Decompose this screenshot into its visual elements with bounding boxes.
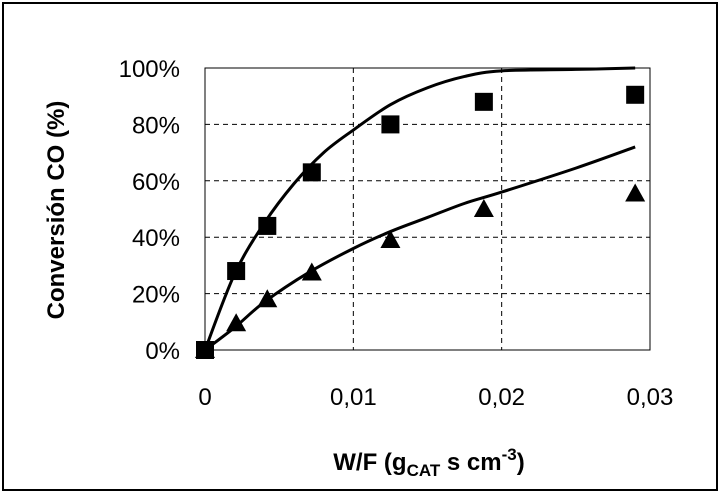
square-marker: [227, 262, 246, 281]
data-markers: [195, 85, 646, 359]
square-marker: [626, 85, 645, 104]
x-tick-label: 0,01: [330, 384, 377, 411]
y-tick-labels: 0% 20% 40% 60% 80% 100%: [119, 56, 180, 365]
square-marker: [302, 163, 321, 182]
triangle-marker: [195, 340, 215, 358]
square-marker: [474, 92, 493, 111]
plot-area: [204, 67, 651, 351]
triangle-marker: [301, 262, 322, 281]
triangle-marker: [226, 313, 247, 332]
x-tick-labels: 0 0,01 0,02 0,03: [198, 384, 673, 411]
fit-curve-1: [203, 66, 636, 351]
y-tick-label: 60%: [132, 169, 180, 196]
square-marker: [258, 216, 277, 235]
triangle-marker: [625, 183, 646, 202]
y-axis-title: Conversión CO (%): [43, 101, 70, 320]
y-tick-label: 80%: [132, 112, 180, 139]
x-axis-title: W/F (gCAT s cm-3): [333, 445, 525, 480]
x-tick-label: 0,02: [478, 384, 525, 411]
x-tick-label: 0,03: [627, 384, 674, 411]
y-tick-label: 40%: [132, 225, 180, 252]
x-tick-label: 0: [198, 384, 211, 411]
grid-lines: [205, 68, 650, 350]
y-tick-label: 20%: [132, 282, 180, 309]
y-tick-label: 0%: [145, 338, 180, 365]
triangle-marker: [380, 230, 401, 249]
triangle-marker: [473, 199, 494, 217]
triangle-marker: [257, 289, 278, 308]
y-tick-label: 100%: [119, 56, 180, 83]
square-marker: [381, 115, 400, 134]
